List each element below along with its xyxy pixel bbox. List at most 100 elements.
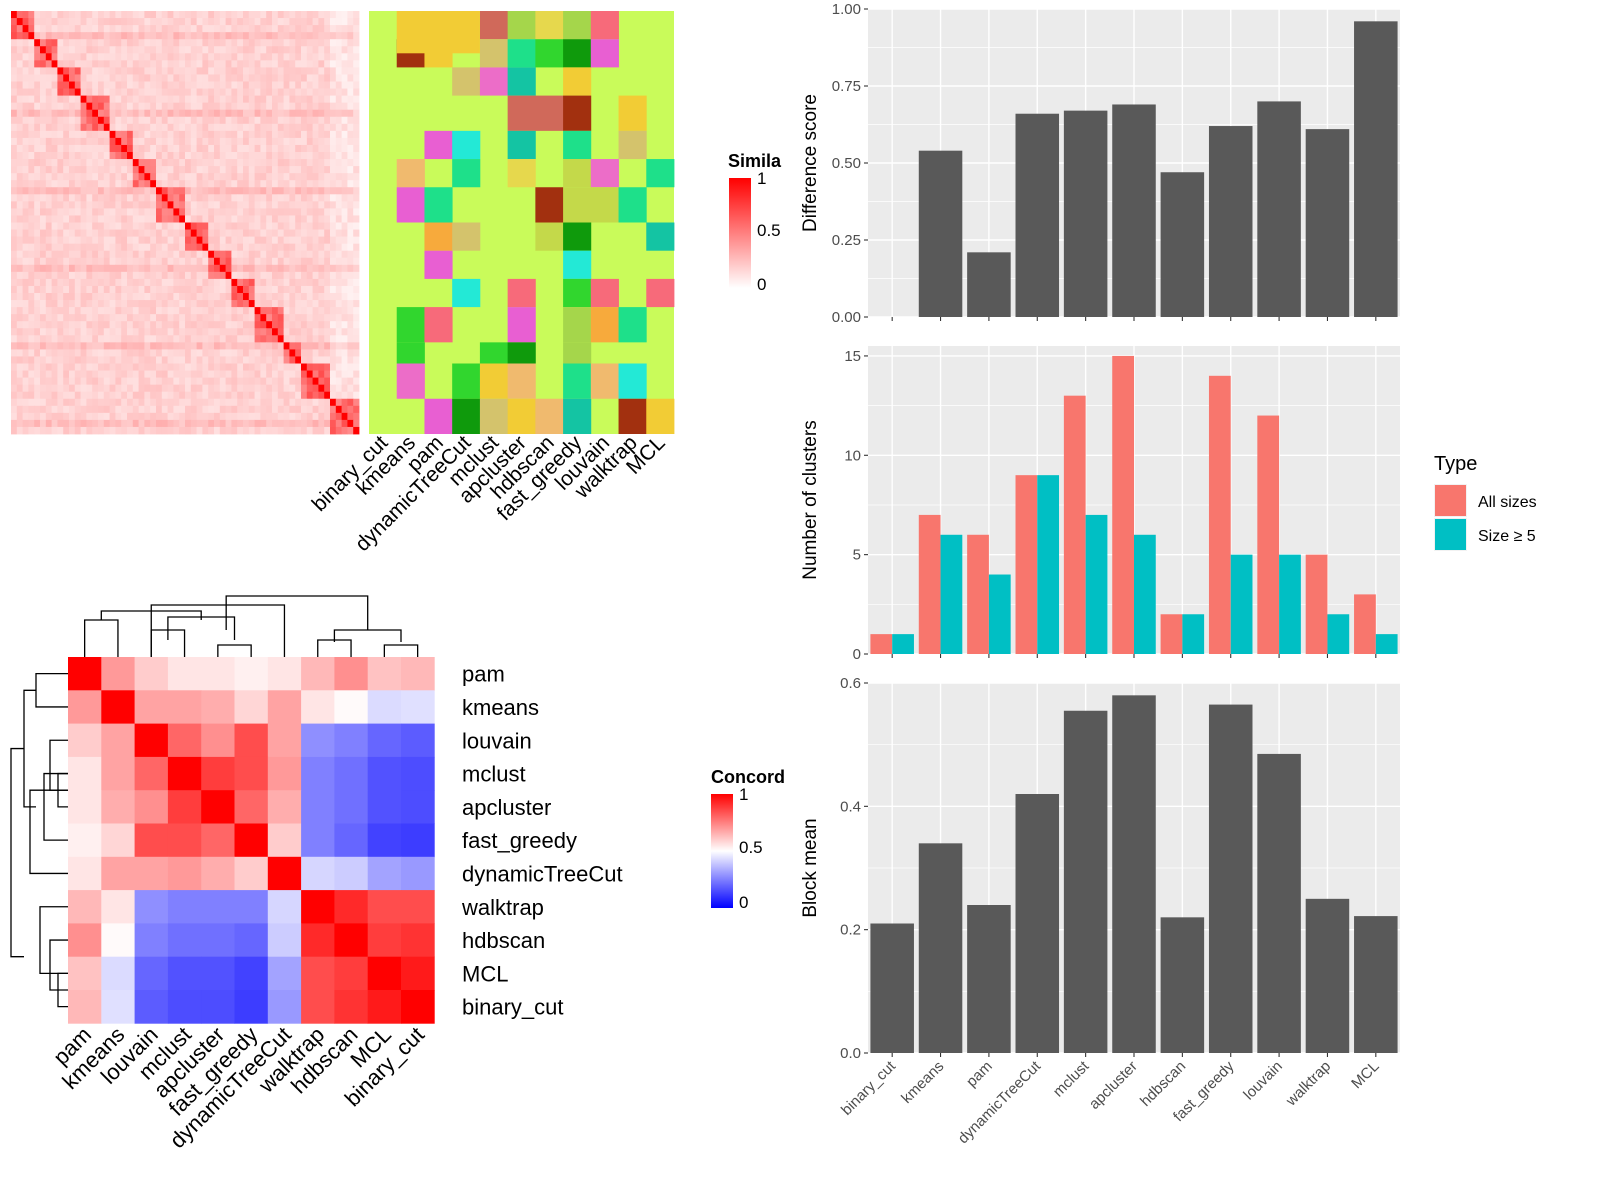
similarity-cell [74,356,81,364]
similarity-cell [283,335,290,343]
concordance-cell [267,690,302,724]
similarity-cell [237,349,244,357]
similarity-cell [312,300,319,308]
concordance-cell [101,956,135,991]
similarity-cell [248,144,255,153]
similarity-cell [40,398,47,407]
similarity-cell [45,11,52,19]
similarity-cell [312,166,319,174]
similarity-cell [98,215,105,223]
similarity-cell [318,412,325,421]
similarity-cell [347,11,354,19]
similarity-cell [127,39,134,47]
similarity-cell [74,88,81,96]
similarity-cell [190,405,197,414]
similarity-cell [312,53,319,61]
similarity-cell [51,412,58,421]
similarity-cell [260,88,267,96]
similarity-cell [167,405,174,414]
concordance-cell [401,723,435,758]
similarity-cell [254,215,261,223]
similarity-cell [237,180,244,188]
similarity-cell [347,293,354,301]
similarity-cell [301,307,308,315]
cluster-membership-cell [618,130,647,160]
similarity-cell [57,67,64,75]
similarity-cell [277,356,284,364]
similarity-cell [57,384,64,393]
concordance-cell [167,790,202,824]
similarity-cell [301,18,308,26]
similarity-cell [22,335,29,343]
similarity-cell [248,398,255,407]
similarity-cell [40,349,47,357]
similarity-cell [289,419,296,428]
similarity-cell [156,349,163,357]
similarity-cell [254,11,261,19]
concordance-cell [134,690,169,724]
similarity-cell [86,300,93,308]
similarity-cell [179,116,186,125]
similarity-cell [185,321,192,329]
similarity-cell [109,166,116,174]
similarity-cell [353,307,360,315]
similarity-cell [330,137,337,146]
similarity-cell [341,95,348,104]
similarity-cell [69,88,76,96]
similarity-cell [306,377,313,386]
similarity-cell [243,25,250,33]
similarity-cell [69,180,76,188]
similarity-cell [318,384,325,393]
similarity-cell [295,11,302,19]
similarity-cell [28,356,35,364]
similarity-cell [121,293,128,301]
similarity-cell [243,293,250,301]
similarity-cell [173,384,180,393]
similarity-cell [243,208,250,216]
similarity-cell [243,250,250,259]
dendrogram-branch [383,644,419,657]
similarity-cell [63,307,70,315]
similarity-cell [225,74,232,82]
similarity-cell [115,95,122,104]
similarity-cell [34,201,41,209]
similarity-cell [190,109,197,118]
cluster-membership-cell [590,278,619,308]
similarity-cell [144,391,151,400]
similarity-cell [272,173,279,181]
similarity-cell [109,300,116,308]
similarity-cell [138,130,145,139]
similarity-cell [161,67,168,75]
similarity-cell [202,215,209,223]
similarity-cell [69,130,76,139]
similarity-cell [324,208,331,216]
bar [967,905,1011,1053]
similarity-cell [214,370,221,378]
similarity-cell [144,11,151,19]
similarity-cell [283,229,290,237]
similarity-cell [74,264,81,273]
similarity-cell [34,166,41,174]
similarity-cell [74,307,81,315]
similarity-cell [283,377,290,386]
similarity-cell [353,356,360,364]
similarity-cell [22,215,29,223]
bar-size-5 [940,534,963,654]
y-axis-label: Block mean [800,818,821,917]
similarity-cell [57,152,64,160]
similarity-cell [150,166,157,174]
similarity-cell [219,278,226,287]
concordance-cell [167,856,202,891]
similarity-cell [150,314,157,322]
similarity-cell [51,271,58,280]
similarity-cell [45,159,52,167]
similarity-cell [272,194,279,202]
bar [1305,898,1350,1053]
similarity-cell [103,123,110,132]
similarity-cell [272,67,279,75]
similarity-cell [98,194,105,202]
similarity-cell [248,53,255,61]
similarity-cell [179,88,186,96]
similarity-cell [318,144,325,153]
